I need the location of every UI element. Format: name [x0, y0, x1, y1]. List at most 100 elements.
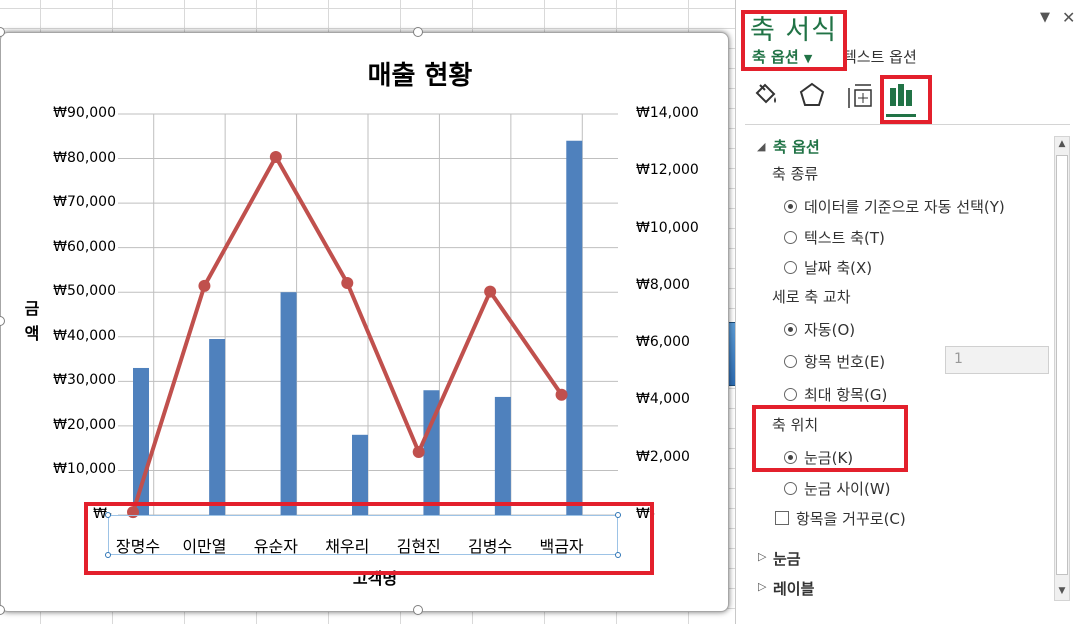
y-axis-title-char: 금 [24, 299, 40, 318]
axis-options-icon[interactable] [886, 80, 916, 110]
line-point[interactable] [555, 388, 568, 401]
y-left-tick-label[interactable]: ₩30,000 [53, 372, 116, 389]
expand-triangle-icon[interactable]: ▷ [758, 550, 767, 563]
y-left-tick-label[interactable]: ₩- [93, 506, 112, 522]
fill-line-icon[interactable] [751, 79, 781, 109]
category-label[interactable]: 유순자 [253, 537, 298, 556]
radio-axis-type-text[interactable]: 텍스트 축(T) [784, 227, 885, 247]
line-point[interactable] [341, 276, 354, 289]
line-point[interactable] [269, 150, 282, 163]
x-axis-title[interactable]: 고객명 [352, 569, 398, 588]
radio-button[interactable] [784, 260, 797, 274]
bar[interactable] [352, 434, 368, 515]
radio-axis-type-date[interactable]: 날짜 축(X) [784, 257, 872, 277]
tab-axis-options-label: 축 옵션 [752, 48, 799, 66]
pane-scrollbar-thumb[interactable] [1056, 155, 1068, 575]
y-left-tick-label[interactable]: ₩40,000 [53, 327, 116, 344]
y-left-tick-label[interactable]: ₩90,000 [53, 105, 116, 121]
radio-position-on-tick[interactable]: 눈금(K) [784, 447, 853, 467]
radio-button[interactable] [784, 199, 797, 213]
category-label[interactable]: 장명수 [115, 537, 161, 556]
bar[interactable] [280, 292, 297, 515]
tab-text-options[interactable]: 텍스트 옵션 [843, 48, 917, 66]
radio-button[interactable] [784, 387, 797, 401]
pane-options-icon[interactable]: ▼ [1040, 10, 1050, 25]
scroll-down-icon[interactable]: ▼ [1058, 586, 1066, 596]
selected-tab-indicator [886, 114, 916, 117]
checkbox[interactable] [775, 511, 789, 525]
y-right-tick-label[interactable]: ₩10,000 [636, 219, 699, 236]
category-axis-handle[interactable] [105, 512, 111, 518]
radio-button[interactable] [784, 481, 797, 495]
section-labels[interactable]: 레이블 [773, 580, 815, 598]
tab-axis-options[interactable]: 축 옵션 ▼ [752, 46, 812, 67]
scroll-up-icon[interactable]: ▲ [1058, 139, 1066, 149]
bar[interactable] [209, 339, 226, 515]
radio-cross-max-category[interactable]: 최대 항목(G) [784, 384, 887, 404]
effects-icon[interactable] [797, 80, 827, 110]
category-label[interactable]: 김병수 [468, 537, 513, 556]
chart-title[interactable]: 매출 현황 [367, 61, 473, 91]
radio-label: 자동(O) [804, 320, 856, 339]
checkbox-reverse-order[interactable]: 항목을 거꾸로(C) [775, 508, 906, 528]
pane-title: 축 서식 [750, 15, 838, 46]
radio-axis-type-auto[interactable]: 데이터를 기준으로 자동 선택(Y) [784, 196, 1005, 216]
category-number-input[interactable]: 1 [945, 346, 1049, 374]
axis-type-label: 축 종류 [772, 165, 819, 183]
section-tick-marks[interactable]: 눈금 [773, 550, 801, 568]
y-left-tick-label[interactable]: ₩70,000 [53, 194, 116, 211]
category-label[interactable]: 채우리 [325, 537, 370, 556]
radio-label: 날짜 축(X) [804, 258, 873, 277]
collapse-triangle-icon[interactable]: ◢ [757, 140, 766, 153]
divider [745, 124, 1070, 125]
bar[interactable] [494, 396, 511, 515]
y-left-tick-label[interactable]: ₩80,000 [53, 149, 116, 166]
radio-label: 눈금 사이(W) [804, 479, 891, 498]
line-point[interactable] [198, 279, 211, 292]
category-axis-handle[interactable] [615, 512, 621, 518]
radio-label: 눈금(K) [804, 448, 854, 467]
radio-position-between-tick[interactable]: 눈금 사이(W) [784, 478, 891, 498]
y-right-tick-label[interactable]: ₩2,000 [636, 448, 690, 465]
y-right-tick-label[interactable]: ₩6,000 [636, 334, 690, 351]
expand-triangle-icon[interactable]: ▷ [758, 580, 767, 593]
y-left-tick-label[interactable]: ₩50,000 [53, 283, 116, 300]
close-icon[interactable]: ✕ [1062, 8, 1076, 27]
radio-label: 최대 항목(G) [804, 385, 888, 404]
radio-button[interactable] [784, 230, 797, 244]
category-axis-selection[interactable] [108, 515, 618, 555]
category-axis-handle[interactable] [105, 552, 111, 558]
axis-position-label: 축 위치 [772, 416, 819, 434]
y-axis-title-char: 액 [24, 324, 40, 343]
radio-button[interactable] [784, 322, 797, 336]
size-properties-icon[interactable] [846, 81, 876, 111]
y-right-tick-label[interactable]: ₩4,000 [636, 391, 690, 408]
bar[interactable] [566, 140, 583, 515]
radio-label: 데이터를 기준으로 자동 선택(Y) [804, 197, 1005, 216]
line-point[interactable] [412, 445, 425, 458]
y-right-tick-label[interactable]: ₩14,000 [636, 105, 699, 121]
radio-button[interactable] [784, 450, 797, 464]
radio-label: 텍스트 축(T) [804, 228, 885, 247]
y-left-tick-label[interactable]: ₩10,000 [53, 461, 116, 478]
category-label[interactable]: 이만열 [182, 537, 227, 556]
radio-cross-auto[interactable]: 자동(O) [784, 319, 855, 339]
bar[interactable] [423, 390, 440, 515]
radio-button[interactable] [784, 354, 797, 368]
y-right-tick-label[interactable]: ₩8,000 [636, 276, 690, 293]
radio-cross-category-number[interactable]: 항목 번호(E) [784, 351, 885, 371]
category-axis-handle[interactable] [615, 552, 621, 558]
y-right-tick-label[interactable]: ₩- [636, 506, 655, 522]
y-right-tick-label[interactable]: ₩12,000 [636, 162, 699, 179]
category-label[interactable]: 김현진 [396, 537, 441, 556]
chart-resize-handle-top[interactable] [413, 27, 423, 37]
y-left-tick-label[interactable]: ₩20,000 [53, 416, 116, 433]
y-left-tick-label[interactable]: ₩60,000 [53, 238, 116, 255]
chevron-down-icon: ▼ [803, 52, 813, 65]
line-point[interactable] [484, 285, 497, 298]
checkbox-label: 항목을 거꾸로(C) [796, 509, 906, 528]
section-axis-options[interactable]: 축 옵션 [773, 138, 820, 156]
chart-resize-handle-bottom[interactable] [413, 605, 423, 615]
category-label[interactable]: 백금자 [539, 537, 584, 556]
